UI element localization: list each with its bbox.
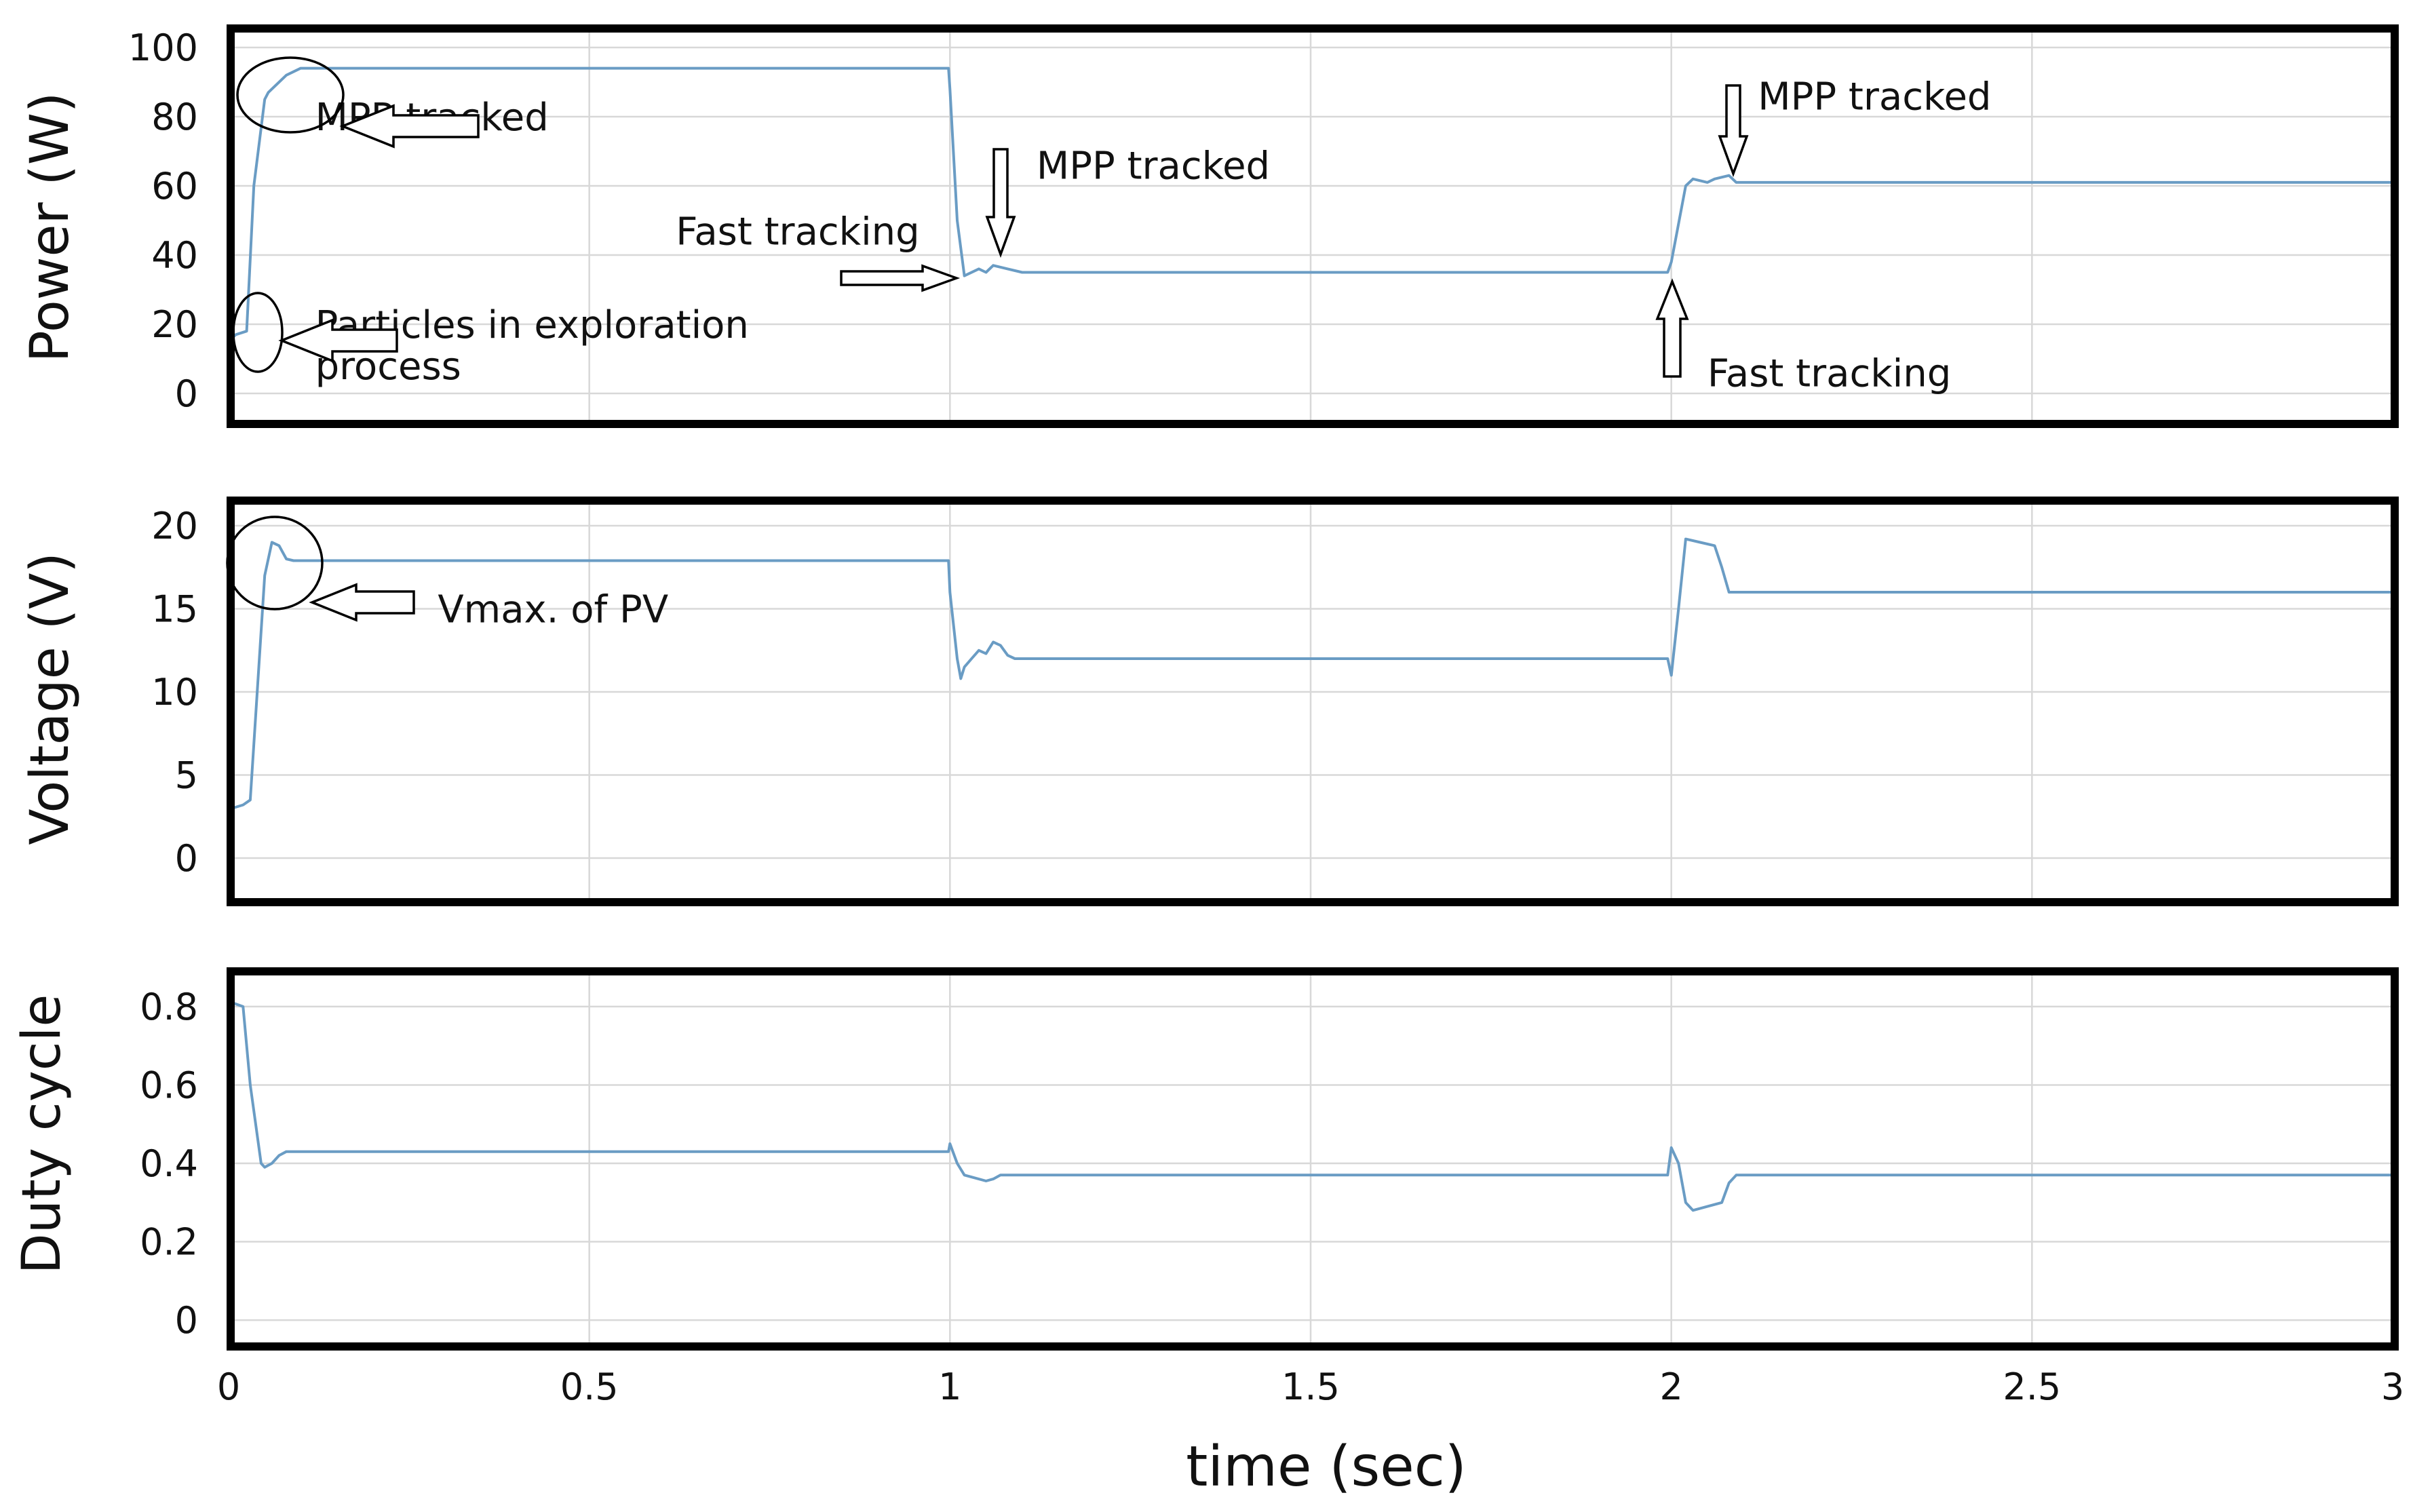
x-tick-label: 2.5 xyxy=(2003,1365,2061,1408)
y-tick-label: 40 xyxy=(151,234,198,277)
panel-2: 0 5 10 15 20 Voltage (V) Vmax. of PV xyxy=(20,497,2399,906)
x-tick-label: 3 xyxy=(2381,1365,2404,1408)
y-tick-label: 0 xyxy=(175,837,198,880)
x-axis-label: time (sec) xyxy=(1186,1435,1467,1499)
x-tick-label: 2 xyxy=(1659,1365,1682,1408)
annotation-label: Fast tracking xyxy=(676,210,919,254)
y-tick-label: 10 xyxy=(151,671,198,714)
annotation-arrow xyxy=(1655,278,1689,378)
annotation-label: MPP tracked xyxy=(1037,144,1270,188)
y-tick-label: 15 xyxy=(151,588,198,631)
annotation-arrow xyxy=(840,264,961,292)
y-tick-label: 80 xyxy=(151,96,198,138)
y-axis-label: Voltage (V) xyxy=(20,552,81,845)
y-tick-label: 0.8 xyxy=(140,986,198,1028)
series-line xyxy=(227,537,2393,850)
annotation-label: MPP tracked xyxy=(1758,75,1991,119)
highlight-ellipse xyxy=(226,516,324,610)
annotation-arrow xyxy=(278,318,398,363)
y-axis-label: Duty cycle xyxy=(12,994,73,1275)
highlight-ellipse xyxy=(236,56,345,134)
annotation-arrow xyxy=(339,104,480,149)
highlight-ellipse xyxy=(232,292,284,373)
series-line xyxy=(227,1001,2393,1332)
y-tick-label: 60 xyxy=(151,165,198,208)
y-tick-label: 5 xyxy=(175,754,198,797)
panel-frame xyxy=(227,497,2399,906)
annotation-label: Vmax. of PV xyxy=(438,588,668,632)
annotation-shapes xyxy=(226,56,1749,622)
y-tick-label: 0 xyxy=(175,372,198,415)
y-tick-label: 0.6 xyxy=(140,1064,198,1106)
y-tick-label: 100 xyxy=(128,26,198,69)
panel-frame xyxy=(227,24,2399,428)
panel-3: 0 0.2 0.4 0.6 0.8 Duty cycle 0 0.5 1 1.5 2 2.5 3 time… xyxy=(12,967,2404,1499)
x-tick-label: 0 xyxy=(217,1365,240,1408)
x-tick-label: 1.5 xyxy=(1281,1365,1340,1408)
annotation-arrow xyxy=(309,583,415,622)
series-line xyxy=(227,66,2393,387)
x-tick-label: 0.5 xyxy=(560,1365,619,1408)
annotation-arrow xyxy=(985,148,1016,258)
y-tick-label: 20 xyxy=(151,303,198,346)
annotation-label: Fast tracking xyxy=(1707,351,1951,395)
y-tick-label: 20 xyxy=(151,505,198,547)
annotation-arrow xyxy=(1718,84,1749,178)
y-tick-label: 0.4 xyxy=(140,1142,198,1185)
y-axis-label: Power (W) xyxy=(20,92,81,363)
y-tick-label: 0 xyxy=(175,1299,198,1342)
panel-frame xyxy=(227,967,2399,1351)
y-tick-label: 0.2 xyxy=(140,1221,198,1264)
x-tick-label: 1 xyxy=(938,1365,961,1408)
